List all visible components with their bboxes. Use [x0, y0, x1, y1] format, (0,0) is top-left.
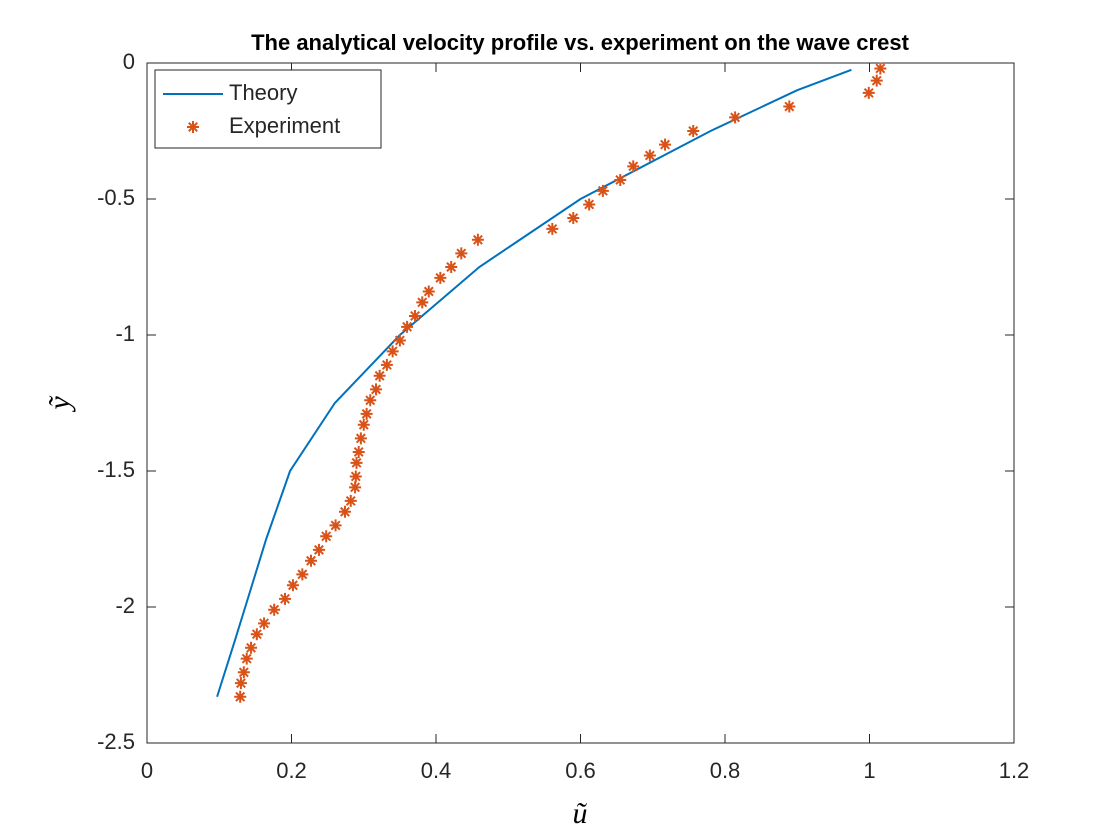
experiment-marker: [583, 198, 596, 211]
axes-box: [146, 62, 1015, 744]
y-tick-label: 0: [123, 49, 135, 74]
experiment-marker: [320, 530, 333, 543]
legend-marker: [187, 121, 199, 133]
experiment-marker: [471, 233, 484, 246]
legend-label: Theory: [229, 80, 297, 105]
x-axis-label: ũ: [573, 797, 588, 830]
experiment-marker: [729, 111, 742, 124]
experiment-marker: [234, 690, 247, 703]
x-tick-label: 0.8: [710, 758, 741, 783]
legend-box: [154, 69, 382, 149]
y-axis-label: ỹ: [43, 396, 76, 413]
experiment-marker: [409, 309, 422, 322]
experiment-marker: [349, 481, 362, 494]
experiment-marker: [370, 383, 383, 396]
experiment-marker: [393, 334, 406, 347]
y-tick-label: -2.5: [97, 729, 135, 754]
experiment-marker: [643, 149, 656, 162]
experiment-marker: [862, 86, 875, 99]
experiment-marker: [296, 568, 309, 581]
x-tick-label: 0.2: [276, 758, 307, 783]
experiment-marker: [870, 74, 883, 87]
experiment-marker: [364, 394, 377, 407]
experiment-marker: [312, 543, 325, 556]
x-tick-label: 0: [141, 758, 153, 783]
x-tick-label: 1.2: [999, 758, 1030, 783]
experiment-marker: [250, 628, 263, 641]
experiment-marker: [258, 617, 271, 630]
experiment-marker: [338, 505, 351, 518]
y-tick-label: -1: [115, 321, 135, 346]
experiment-marker: [659, 138, 672, 151]
experiment-marker: [354, 432, 367, 445]
experiment-marker: [687, 125, 700, 137]
experiment-marker: [286, 579, 299, 592]
experiment-marker: [783, 100, 796, 113]
experiment-marker: [305, 554, 318, 567]
experiment-marker: [614, 173, 627, 186]
experiment-marker: [627, 160, 640, 173]
experiment-marker: [344, 494, 357, 507]
experiment-marker: [455, 247, 468, 260]
experiment-marker: [237, 666, 250, 679]
experiment-marker: [874, 62, 887, 75]
x-tick-label: 1: [863, 758, 875, 783]
theory-line: [216, 68, 852, 698]
experiment-marker: [349, 470, 362, 483]
y-tick-label: -2: [115, 593, 135, 618]
experiment-marker: [546, 222, 559, 235]
experiment-marker: [240, 652, 253, 665]
x-tick-label: 0.6: [565, 758, 596, 783]
chart-title: The analytical velocity profile vs. expe…: [251, 30, 909, 55]
experiment-marker: [350, 456, 363, 469]
experiment-marker: [386, 345, 399, 358]
y-tick-label: -1.5: [97, 457, 135, 482]
experiment-marker: [234, 677, 247, 690]
experiment-marker: [360, 407, 373, 420]
experiment-marker: [245, 641, 258, 654]
x-tick-label: 0.4: [421, 758, 452, 783]
experiment-marker: [422, 285, 435, 298]
experiment-marker: [268, 603, 281, 616]
experiment-marker: [401, 320, 414, 333]
y-tick-label: -0.5: [97, 185, 135, 210]
experiment-marker: [352, 445, 365, 458]
experiment-marker: [357, 418, 370, 431]
legend-label: Experiment: [229, 113, 340, 138]
experiment-marker: [596, 184, 609, 197]
experiment-marker: [278, 592, 291, 605]
experiment-marker: [434, 271, 447, 284]
experiment-marker: [380, 358, 393, 371]
experiment-marker: [373, 369, 386, 382]
experiment-marker: [567, 212, 580, 225]
experiment-marker: [329, 519, 342, 532]
experiment-marker: [416, 296, 429, 309]
experiment-marker: [445, 261, 458, 273]
